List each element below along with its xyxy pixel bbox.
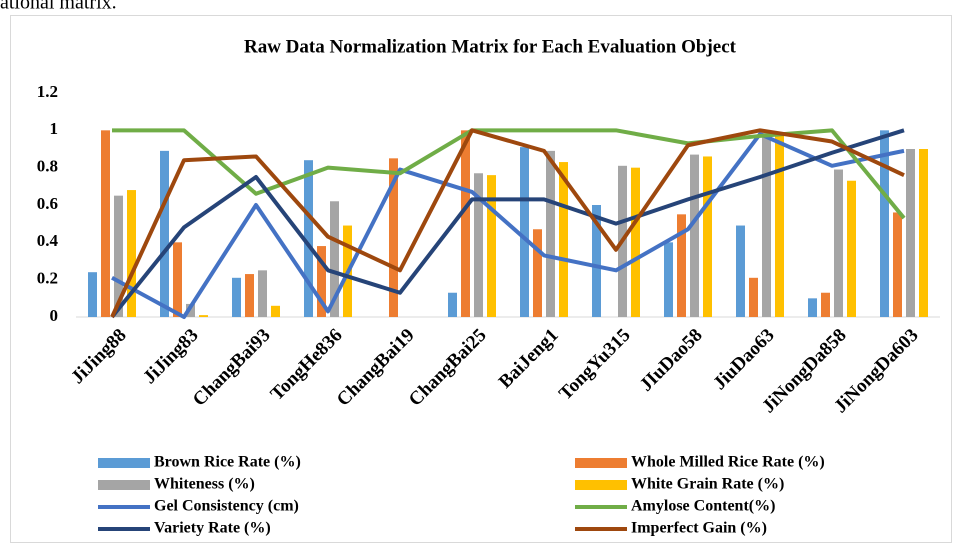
bar (736, 225, 745, 317)
legend-label: Amylose Content(%) (631, 498, 775, 515)
bar (245, 274, 254, 317)
x-tick-label: JiJing88 (67, 325, 130, 388)
bar (546, 150, 555, 317)
caption: ational matrix. (0, 0, 117, 14)
bar (160, 150, 169, 317)
bar (232, 277, 241, 317)
legend-label: Gel Consistency (cm) (154, 498, 299, 515)
bar (880, 130, 889, 317)
x-tick-label: JiuDao63 (709, 325, 778, 394)
legend-swatch (575, 458, 627, 468)
bar (664, 242, 673, 317)
line (111, 132, 905, 319)
legend-label: Whiteness (%) (154, 476, 255, 493)
chart-title: Raw Data Normalization Matrix for Each E… (244, 36, 737, 57)
bar (389, 158, 398, 317)
bar (317, 246, 326, 317)
bar (101, 130, 110, 317)
y-tick-label: 1.2 (37, 82, 58, 101)
legend-swatch (575, 480, 627, 490)
legend-label: Imperfect Gain (%) (631, 520, 767, 537)
bar (258, 270, 267, 317)
legend-label: Brown Rice Rate (%) (154, 454, 301, 471)
x-tick-label: JiJing83 (139, 325, 202, 388)
bar (703, 156, 712, 317)
bar (330, 201, 339, 317)
x-tick-label: TongYu315 (555, 325, 635, 405)
y-tick-label: 0.4 (37, 231, 59, 250)
y-tick-label: 0.8 (37, 157, 58, 176)
legend-label: Variety Rate (%) (154, 520, 271, 537)
bar (808, 298, 817, 317)
bar (533, 229, 542, 317)
bar (592, 205, 601, 317)
bar (906, 149, 915, 317)
bar (893, 212, 902, 317)
bar (114, 195, 123, 317)
legend-label: Whole Milled Rice Rate (%) (631, 454, 825, 471)
bar (775, 135, 784, 317)
bar (127, 190, 136, 317)
bar (304, 160, 313, 317)
bar (448, 292, 457, 317)
bar (834, 169, 843, 317)
x-tick-label: JIuDao58 (636, 325, 707, 396)
bar (749, 277, 758, 317)
bar (88, 272, 97, 317)
legend-swatch (98, 480, 150, 490)
bar (821, 292, 830, 317)
y-tick-label: 0 (50, 306, 59, 325)
bar (271, 305, 280, 317)
bar (631, 167, 640, 317)
bar (199, 315, 208, 317)
bar (762, 130, 771, 317)
bar (690, 154, 699, 317)
y-tick-label: 0.6 (37, 194, 58, 213)
line (110, 128, 905, 318)
bar (173, 242, 182, 317)
bar (487, 175, 496, 317)
bar (919, 149, 928, 317)
y-tick-label: 1 (50, 119, 59, 138)
legend-swatch (98, 458, 150, 468)
bar (461, 130, 470, 317)
line (110, 128, 905, 319)
bar (474, 173, 483, 317)
bar (520, 147, 529, 317)
legend-label: White Grain Rate (%) (631, 476, 784, 493)
bar (677, 214, 686, 317)
chart-border (10, 15, 952, 543)
bar (559, 162, 568, 317)
y-tick-label: 0.2 (37, 269, 58, 288)
bar (847, 180, 856, 317)
x-tick-label: BaiJeng1 (495, 325, 563, 393)
x-tick-label: ChangBai25 (405, 325, 491, 411)
x-tick-label: ChangBai93 (189, 325, 275, 411)
